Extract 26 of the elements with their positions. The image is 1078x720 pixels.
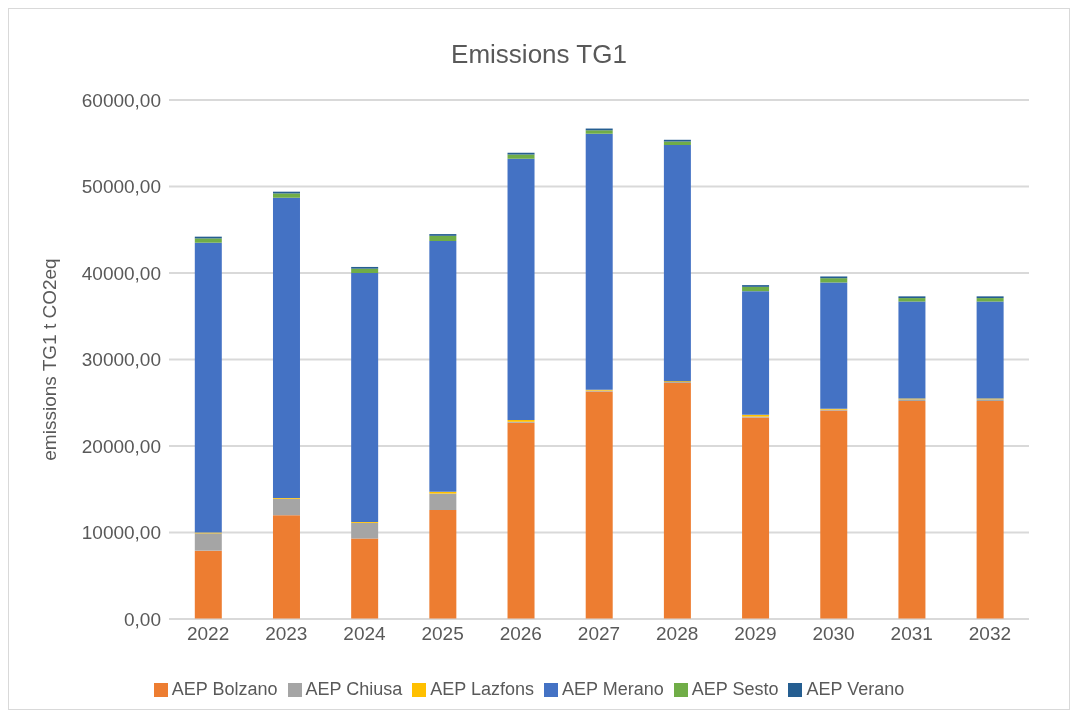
y-tick-label: 0,00 — [124, 608, 161, 630]
chart-title: Emissions TG1 — [450, 39, 628, 70]
x-tick-label: 2032 — [968, 623, 1012, 645]
x-tick-label: 2028 — [656, 623, 699, 645]
x-tick-label: 2026 — [499, 623, 542, 645]
legend-label: AEP Verano — [806, 679, 905, 699]
x-tick-label: 2023 — [265, 623, 308, 645]
y-tick-label: 10000,00 — [81, 522, 161, 544]
x-tick-label: 2030 — [812, 623, 855, 645]
x-tick-label: 2025 — [421, 623, 464, 645]
x-tick-label: 2031 — [890, 623, 933, 645]
x-tick-label: 2022 — [186, 623, 230, 645]
y-tick-label: 20000,00 — [81, 435, 161, 457]
y-axis-title: emissions TG1 t CO2eq — [38, 258, 60, 461]
legend-label: AEP Bolzano — [171, 679, 278, 699]
legend-label: AEP Merano — [562, 679, 664, 699]
y-tick-label: 60000,00 — [81, 89, 161, 111]
x-tick-label: 2024 — [343, 623, 387, 645]
x-tick-label: 2027 — [577, 623, 621, 645]
x-tick-label: 2029 — [734, 623, 777, 645]
y-tick-label: 50000,00 — [81, 176, 161, 198]
y-tick-label: 30000,00 — [81, 349, 161, 371]
legend-label: AEP Chiusa — [305, 679, 403, 699]
y-tick-label: 40000,00 — [81, 262, 161, 284]
legend-label: AEP Lazfons — [430, 679, 534, 699]
legend-label: AEP Sesto — [691, 679, 779, 699]
